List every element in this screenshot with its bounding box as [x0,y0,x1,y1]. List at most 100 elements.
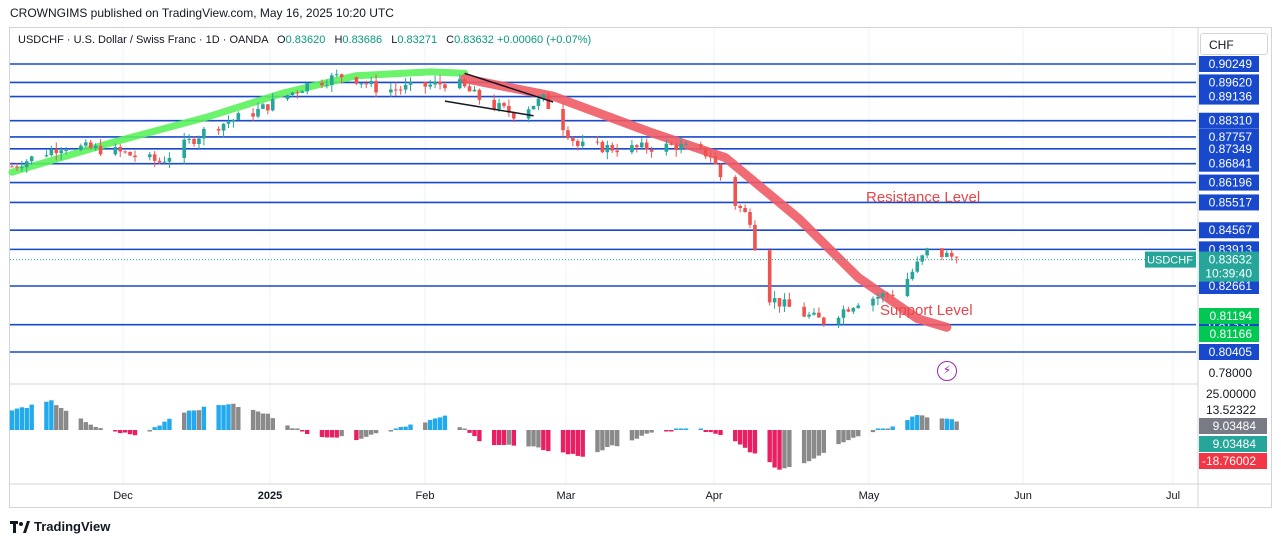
flash-icon[interactable]: ⚡ [937,361,957,381]
candle-body [128,151,132,156]
oscillator-bar [801,430,807,464]
oscillator-bar [575,430,580,456]
candle-body [940,248,944,257]
level-price-tag [1199,88,1259,105]
oscillator-bar [747,430,753,453]
x-tick-label: Dec [113,490,133,502]
open-value: 0.83620 [285,34,326,46]
candle-body [354,77,359,84]
candle-body [64,149,68,151]
oscillator-bar [678,428,684,430]
oscillator-bar [806,430,812,462]
oscillator-bar [944,418,949,430]
oscillator-bar [718,430,723,435]
candle-body [44,155,49,157]
oscillator-bar [364,430,369,437]
oscillator-bar [122,430,128,433]
candle-body [251,113,255,117]
level-price-tag [1199,112,1259,129]
candle-body [738,205,742,208]
level-price-label: 0.89620 [1209,75,1253,89]
oscillator-bar [98,428,103,430]
candle-body [295,92,300,94]
oscillator-bar [305,430,310,434]
countdown-label: 10:39:40 [1205,267,1252,281]
oscillator-bar [408,424,413,430]
candle-body [359,83,364,85]
currency-button[interactable]: CHF [1200,33,1268,55]
oscillator-bar [191,410,197,430]
oscillator-bar [182,412,187,430]
level-price-tag [1199,277,1259,294]
candle-body [561,109,565,131]
oscillator-bar [19,407,25,430]
oscillator-bar [255,411,261,430]
oscillator-bar [319,430,325,438]
candle-body [733,177,738,206]
oscillator-bar [733,430,738,442]
oscillator-bar [905,420,910,430]
candle-body [443,84,447,89]
oscillator-bar [462,428,467,430]
oscillator-bar [295,428,300,430]
candle-body [202,128,206,139]
level-price-label: 0.90249 [1209,57,1253,71]
candle-body [910,271,915,279]
candle-body [113,146,118,155]
candle-body [152,154,157,161]
candle-body [334,74,339,76]
high-value: 0.83686 [342,34,383,46]
level-price-tag [1199,74,1259,91]
oscillator-bar [196,410,202,430]
candle-body [118,146,123,152]
candle-body [708,156,713,158]
oscillator-bar [201,406,207,430]
oscillator-bar [93,426,98,430]
oscillator-bar [393,428,398,430]
candle-body [423,82,428,87]
candle-body [526,109,531,119]
oscillator-bar [373,430,379,434]
oscillator-bar [477,430,482,442]
candle-body [718,164,723,178]
oscillator-bar [698,428,703,430]
oscillator-axis-label: 13.52322 [1206,403,1256,417]
oscillator-bar [870,430,876,433]
oscillator-bar [526,430,531,447]
oscillator-bar [24,407,29,430]
oscillator-bar [83,422,88,430]
candle-body [305,82,309,92]
candle-body [221,123,226,131]
candle-body [147,154,152,158]
candle-body [477,89,482,100]
oscillator-bar [506,430,512,445]
level-price-label: 0.85517 [1209,195,1253,209]
oscillator-bar [9,410,15,430]
oscillator-bar [767,430,772,463]
oscillator-bar [88,424,93,430]
level-price-tag [1199,222,1259,239]
oscillator-axis-label: 25.00000 [1206,387,1256,401]
oscillator-bar [324,430,330,438]
candle-body [674,144,678,151]
x-tick-label: Jun [1014,490,1032,502]
candle-body [571,138,575,142]
fast-moving-average [8,68,469,176]
candle-body [285,95,290,100]
x-tick-label: Mar [557,490,576,502]
candle-body [162,161,167,163]
highlight-price-label: 0.81194 [1210,309,1253,323]
oscillator-bar [467,430,472,433]
oscillator-bar [432,418,438,430]
oscillator-bar [880,428,886,430]
oscillator-bar [708,430,713,433]
change-value: +0.00060 (+0.07%) [496,34,592,46]
candle-body [231,119,236,122]
close-label: C [446,34,455,46]
candle-body [639,142,644,148]
candle-body [364,83,369,85]
oscillator-bar [403,426,408,430]
candle-body [10,166,14,168]
tradingview-logo[interactable]: TradingView [10,519,110,534]
